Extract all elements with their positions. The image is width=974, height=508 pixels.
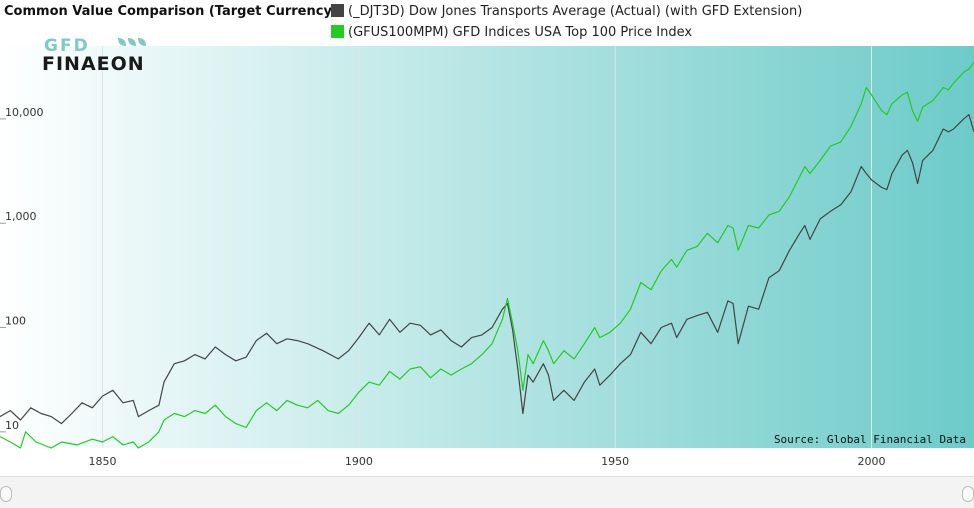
series-lines (0, 61, 974, 449)
source-note: Source: Global Financial Data (773, 433, 966, 446)
legend-item-gfus100[interactable]: (GFUS100MPM) GFD Indices USA Top 100 Pri… (331, 25, 692, 41)
logo-finaeon-text: FINAEON (42, 53, 145, 74)
series-line-1 (0, 61, 974, 449)
x-tick-label: 1950 (601, 455, 629, 468)
y-tick-label: 10 (5, 419, 19, 432)
series-line-0 (0, 114, 974, 425)
range-handle-right-icon[interactable] (962, 486, 974, 502)
range-navigator[interactable] (0, 476, 974, 508)
logo-gfd-text: GFD (44, 36, 90, 56)
y-axis-labels: 10 100 1,000 10,000 (0, 106, 44, 433)
legend-item-djt[interactable]: (_DJT3D) Dow Jones Transports Average (A… (331, 4, 802, 20)
grid-lines (102, 46, 872, 448)
x-axis-labels: 1850 1900 1950 2000 (89, 455, 886, 468)
chart-header: Common Value Comparison (Target Currency… (0, 0, 974, 46)
gfd-finaeon-logo: GFD FINAEON (42, 36, 146, 74)
x-tick-label: 2000 (857, 455, 885, 468)
y-tick-label: 1,000 (5, 210, 37, 223)
x-tick-label: 1900 (345, 455, 373, 468)
logo-leaf-icon (118, 38, 146, 46)
legend-label-djt: (_DJT3D) Dow Jones Transports Average (A… (348, 4, 803, 19)
x-tick-label: 1850 (89, 455, 117, 468)
range-handle-left-icon[interactable] (0, 486, 12, 502)
plot-background (0, 46, 974, 448)
chart-title: Common Value Comparison (Target Currency… (4, 4, 338, 19)
y-tick-label: 10,000 (5, 106, 44, 119)
legend-swatch-gfus100 (331, 25, 344, 38)
y-tick-label: 100 (5, 315, 26, 328)
legend-label-gfus100: (GFUS100MPM) GFD Indices USA Top 100 Pri… (348, 25, 693, 40)
legend-swatch-djt (331, 4, 344, 17)
